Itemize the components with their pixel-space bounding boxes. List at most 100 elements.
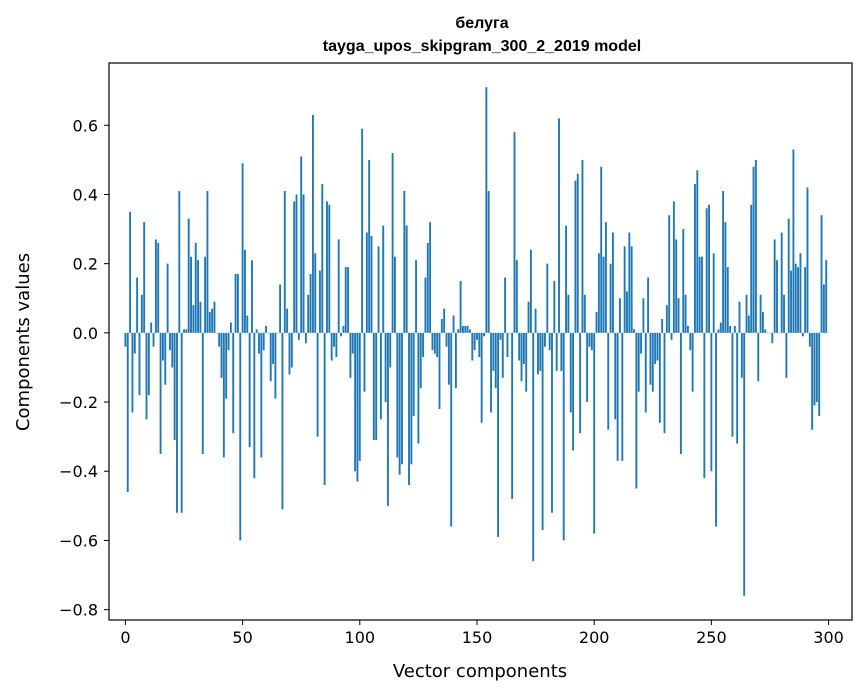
bar-57	[258, 332, 260, 354]
bar-234	[672, 201, 675, 333]
bar-254	[719, 322, 722, 333]
bar-107	[375, 332, 378, 441]
bar-183	[553, 280, 556, 333]
bar-213	[623, 246, 626, 333]
bar-19	[169, 332, 171, 351]
bar-3	[131, 332, 134, 413]
bar-77	[304, 332, 307, 344]
bar-111	[384, 332, 387, 403]
bar-158	[494, 332, 497, 389]
bar-98	[354, 332, 357, 472]
bar-291	[806, 187, 809, 333]
bar-194	[579, 332, 582, 434]
y-tick-label: −0.8	[59, 601, 98, 620]
bar-95	[347, 267, 350, 333]
bar-256	[724, 222, 727, 333]
bar-21	[173, 332, 176, 441]
bar-216	[630, 246, 633, 333]
bar-215	[628, 232, 631, 333]
y-axis-label: Components values	[13, 253, 34, 431]
bar-42	[222, 332, 225, 458]
bar-192	[574, 180, 577, 333]
bar-11	[150, 322, 153, 333]
bar-72	[293, 201, 296, 333]
bar-143	[459, 280, 462, 333]
bar-45	[229, 322, 232, 333]
bar-168	[518, 332, 521, 361]
bar-212	[621, 332, 624, 461]
bar-299	[825, 260, 828, 333]
bar-260	[733, 325, 736, 333]
bar-230	[663, 332, 666, 434]
bar-60	[265, 325, 267, 333]
bar-86	[326, 201, 328, 333]
bar-150	[476, 332, 478, 340]
bar-181	[548, 332, 551, 351]
bar-233	[670, 332, 673, 340]
bar-102	[363, 332, 366, 392]
bar-226	[654, 332, 657, 364]
bar-82	[316, 332, 319, 437]
bar-246	[701, 256, 703, 333]
bar-13	[154, 239, 157, 333]
bar-76	[302, 194, 305, 333]
bar-244	[696, 170, 699, 333]
bar-200	[593, 332, 596, 534]
bar-90	[335, 332, 338, 358]
bar-24	[180, 332, 183, 513]
chart-subtitle: tayga_upos_skipgram_300_2_2019 model	[323, 38, 641, 55]
bar-169	[520, 332, 523, 382]
bar-264	[743, 332, 746, 596]
bar-136	[443, 308, 446, 333]
bar-184	[555, 332, 558, 371]
bar-174	[532, 332, 535, 562]
bar-218	[635, 332, 638, 489]
bar-2	[129, 211, 132, 333]
bar-127	[422, 332, 425, 358]
bar-20	[171, 332, 174, 368]
bar-250	[710, 332, 713, 472]
bar-266	[747, 315, 750, 333]
bar-206	[607, 332, 610, 430]
bar-71	[290, 332, 293, 368]
bar-186	[560, 332, 563, 371]
x-tick-label: 150	[462, 628, 493, 647]
bar-113	[389, 332, 392, 368]
bar-85	[323, 332, 326, 486]
bar-119	[403, 191, 406, 333]
bar-12	[152, 332, 155, 347]
bar-277	[773, 239, 776, 333]
bar-252	[715, 332, 717, 527]
bar-258	[729, 325, 732, 333]
bar-287	[797, 267, 800, 333]
bar-249	[708, 204, 710, 333]
bar-38	[213, 301, 216, 333]
bar-267	[750, 204, 753, 333]
bar-208	[611, 232, 614, 333]
bar-282	[785, 332, 788, 378]
bar-238	[682, 229, 685, 333]
chart-title: белуга	[455, 15, 508, 32]
bar-129	[426, 242, 429, 333]
bar-227	[656, 332, 659, 361]
bar-99	[356, 332, 359, 482]
bar-140	[452, 315, 455, 333]
bar-293	[811, 332, 814, 430]
bar-177	[539, 332, 542, 371]
bar-165	[511, 332, 514, 499]
bar-104	[368, 159, 371, 333]
bar-46	[232, 332, 235, 434]
y-tick-label: 0.4	[73, 185, 98, 204]
bar-167	[515, 260, 518, 333]
bar-69	[286, 308, 289, 333]
bar-66	[279, 284, 282, 333]
bar-207	[609, 263, 612, 333]
bar-81	[314, 253, 317, 333]
bar-283	[787, 218, 790, 333]
bar-263	[740, 332, 743, 378]
bar-255	[722, 191, 725, 333]
bar-54	[251, 260, 253, 333]
x-tick-label: 100	[345, 628, 376, 647]
bar-73	[295, 194, 298, 333]
bar-236	[677, 298, 680, 333]
